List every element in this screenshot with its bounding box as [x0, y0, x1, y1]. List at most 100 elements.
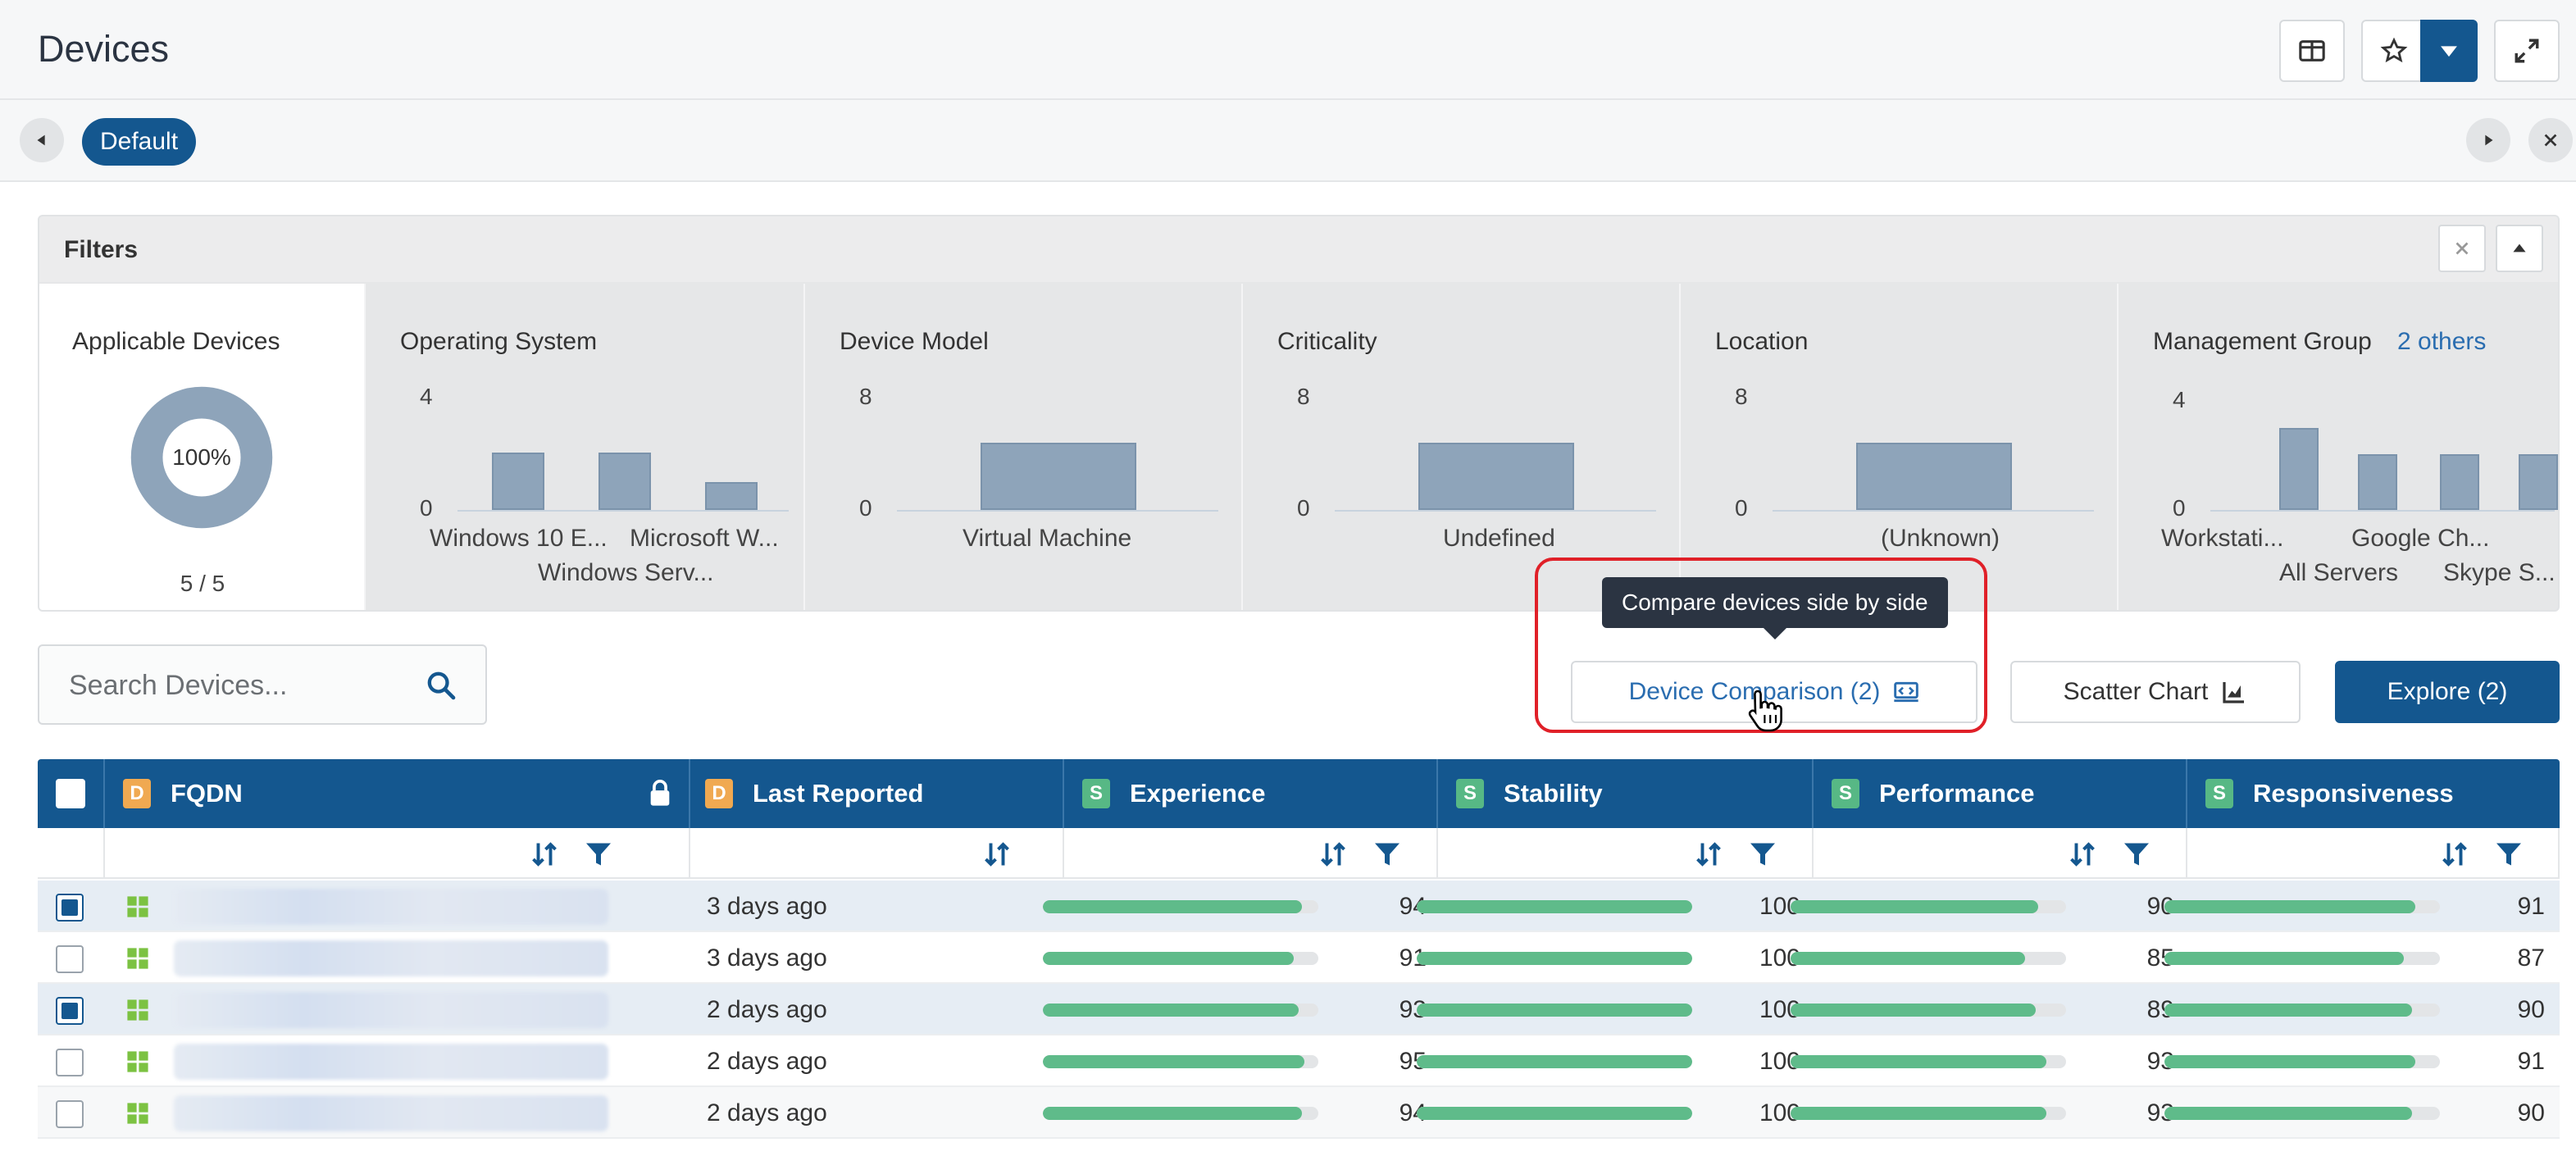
scatter-chart-button[interactable]: Scatter Chart	[2010, 661, 2301, 723]
stability-score-fill	[1417, 1107, 1692, 1120]
scroll-tabs-left-button[interactable]	[20, 118, 64, 162]
windows-logo-icon	[126, 1050, 149, 1073]
filter-icon[interactable]	[2122, 840, 2151, 869]
fqdn-redacted-link[interactable]	[174, 889, 608, 925]
row-checkbox[interactable]	[56, 1100, 84, 1128]
area-chart-icon	[2223, 682, 2245, 703]
os-y-max: 4	[420, 384, 433, 409]
sort-icon[interactable]	[2440, 840, 2469, 869]
os-bar-windows-10[interactable]	[492, 453, 544, 510]
fullscreen-button[interactable]	[2494, 20, 2560, 82]
column-performance[interactable]: S Performance	[1814, 759, 2187, 828]
location-bar-unknown[interactable]	[1856, 443, 2012, 510]
fqdn-redacted-link[interactable]	[174, 992, 608, 1028]
applicable-devices-card[interactable]: Applicable Devices 100% 5 / 5	[39, 284, 366, 610]
model-y-max: 8	[859, 384, 872, 409]
fqdn-redacted-link[interactable]	[174, 1095, 608, 1131]
mgmt-y-max: 4	[2173, 387, 2186, 412]
operating-system-card[interactable]: Operating System 4 0 Windows 10 E... Mic…	[367, 284, 805, 610]
responsiveness-score-value: 91	[2517, 892, 2545, 920]
view-tabs-bar: Default	[0, 100, 2576, 182]
sort-filter-cell	[105, 828, 690, 879]
mgmt-x-label: Skype S...	[2443, 559, 2556, 586]
mgmt-bar-skype[interactable]	[2519, 454, 2558, 510]
row-checkbox[interactable]	[56, 997, 84, 1025]
select-all-checkbox[interactable]	[56, 779, 85, 808]
dimension-badge: D	[123, 779, 151, 808]
fqdn-redacted-link[interactable]	[174, 1044, 608, 1080]
close-tabs-button[interactable]	[2528, 118, 2573, 162]
sort-icon[interactable]	[1318, 840, 1348, 869]
stability-score-bar	[1417, 1107, 1692, 1120]
stability-score-bar	[1417, 952, 1692, 965]
row-checkbox[interactable]	[56, 1049, 84, 1076]
caret-up-icon	[2513, 243, 2526, 253]
mgmt-bar-all-servers[interactable]	[2358, 454, 2397, 510]
devices-table: D FQDN D Last Reported S Experience S St…	[38, 759, 2560, 1156]
device-model-card[interactable]: Device Model 8 0 Virtual Machine	[807, 284, 1243, 610]
windows-logo-icon	[126, 947, 149, 970]
table-row[interactable]: 3 days ago 91 100 85 87	[38, 932, 2560, 984]
sort-filter-cell	[2187, 828, 2560, 879]
table-row[interactable]: 2 days ago 95 100 93 91	[38, 1035, 2560, 1087]
clear-filters-button[interactable]	[2438, 225, 2486, 272]
experience-score-fill	[1043, 1004, 1299, 1017]
collapse-filters-button[interactable]	[2496, 225, 2543, 272]
criticality-bar-undefined[interactable]	[1418, 443, 1574, 510]
favorite-button[interactable]	[2361, 20, 2427, 82]
device-model-title: Device Model	[840, 328, 989, 355]
responsiveness-score-bar	[2164, 1107, 2440, 1120]
column-fqdn[interactable]: D FQDN	[105, 759, 690, 828]
favorite-dropdown-button[interactable]	[2420, 20, 2478, 82]
management-group-others-link[interactable]: 2 others	[2397, 328, 2487, 355]
experience-score-bar	[1043, 952, 1318, 965]
experience-score-fill	[1043, 900, 1302, 913]
criticality-y-max: 8	[1297, 384, 1310, 409]
sort-icon[interactable]	[982, 840, 1012, 869]
filter-icon[interactable]	[1372, 840, 1402, 869]
performance-score-fill	[1791, 1107, 2047, 1120]
os-bar-windows-server[interactable]	[598, 453, 651, 510]
sort-icon[interactable]	[530, 840, 559, 869]
criticality-x-label: Undefined	[1443, 525, 1555, 552]
column-responsiveness[interactable]: S Responsiveness	[2187, 759, 2560, 828]
explore-button[interactable]: Explore (2)	[2335, 661, 2560, 723]
table-row[interactable]: 2 days ago 94 100 93 90	[38, 1087, 2560, 1139]
windows-logo-icon	[126, 1102, 149, 1125]
scroll-tabs-right-button[interactable]	[2466, 118, 2510, 162]
layout-toggle-button[interactable]	[2279, 20, 2345, 82]
column-experience[interactable]: S Experience	[1064, 759, 1438, 828]
os-x-label: Windows 10 E...	[430, 525, 608, 552]
sort-filter-cell	[1814, 828, 2187, 879]
mgmt-x-label: Workstati...	[2161, 525, 2284, 552]
responsiveness-score-bar	[2164, 900, 2440, 913]
column-stability[interactable]: S Stability	[1438, 759, 1814, 828]
mgmt-bar-workstations[interactable]	[2279, 428, 2319, 510]
operating-system-title: Operating System	[400, 328, 598, 355]
tab-default[interactable]: Default	[82, 118, 197, 166]
applicable-devices-title: Applicable Devices	[72, 328, 280, 355]
criticality-card[interactable]: Criticality 8 0 Undefined	[1245, 284, 1681, 610]
search-input[interactable]	[69, 662, 413, 708]
sort-icon[interactable]	[1694, 840, 1723, 869]
table-row[interactable]: 3 days ago 94 100 90 91	[38, 881, 2560, 932]
mgmt-bar-google[interactable]	[2440, 454, 2479, 510]
row-checkbox[interactable]	[56, 945, 84, 973]
os-bar-microsoft[interactable]	[705, 482, 758, 510]
row-checkbox[interactable]	[56, 894, 84, 922]
column-label: Last Reported	[753, 779, 924, 808]
performance-score-fill	[1791, 952, 2025, 965]
search-icon[interactable]	[425, 669, 457, 702]
management-group-card[interactable]: Management Group 2 others 4 0 Workstati.…	[2120, 284, 2558, 610]
filter-icon[interactable]	[584, 840, 613, 869]
column-label: FQDN	[171, 779, 243, 808]
applicable-devices-percent: 100%	[172, 444, 231, 470]
location-card[interactable]: Location 8 0 (Unknown)	[1682, 284, 2119, 610]
filter-icon[interactable]	[2494, 840, 2524, 869]
column-last-reported[interactable]: D Last Reported	[690, 759, 1064, 828]
sort-icon[interactable]	[2068, 840, 2097, 869]
table-row[interactable]: 2 days ago 93 100 89 90	[38, 984, 2560, 1035]
model-bar-virtual-machine[interactable]	[981, 443, 1136, 510]
fqdn-redacted-link[interactable]	[174, 940, 608, 976]
filter-icon[interactable]	[1748, 840, 1777, 869]
